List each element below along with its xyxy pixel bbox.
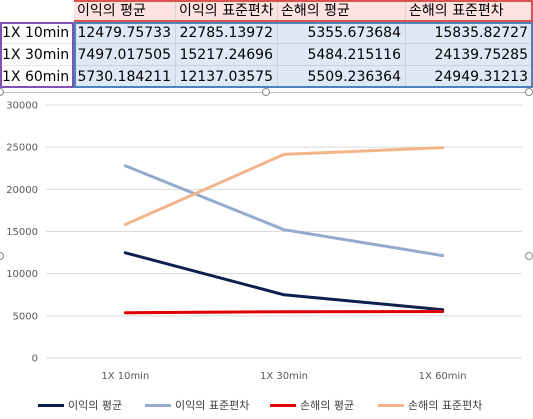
column-header-loss-mean[interactable]: 손해의 평균 bbox=[278, 0, 406, 22]
y-tick-label: 0 bbox=[32, 354, 38, 365]
plot-area: 30000 25000 20000 15000 10000 5000 0 1X 10min 1X… bbox=[6, 101, 522, 382]
x-tick-label: 1X 10min bbox=[101, 371, 149, 382]
row-label-10min[interactable]: 1X 10min bbox=[0, 22, 74, 44]
legend-item[interactable]: 손해의 표준편차 bbox=[378, 395, 482, 415]
legend-swatch bbox=[38, 403, 64, 407]
column-header-loss-stdev[interactable]: 손해의 표준편차 bbox=[406, 0, 533, 22]
series-line-2[interactable] bbox=[123, 310, 445, 315]
table-cell[interactable]: 15835.82727 bbox=[406, 22, 533, 44]
table-cell[interactable]: 12479.75733 bbox=[74, 22, 176, 44]
legend-item[interactable]: 이익의 표준편차 bbox=[145, 395, 249, 415]
table-cell[interactable]: 12137.03575 bbox=[176, 66, 278, 88]
y-tick-label: 5000 bbox=[13, 311, 38, 322]
y-tick-label: 25000 bbox=[6, 143, 38, 154]
table-cell[interactable]: 24139.75285 bbox=[406, 44, 533, 66]
x-tick-label: 1X 60min bbox=[419, 371, 467, 382]
legend-label: 손해의 표준편차 bbox=[408, 399, 483, 412]
table-cell[interactable]: 5355.673684 bbox=[278, 22, 406, 44]
legend-item[interactable]: 이익의 평균 bbox=[38, 395, 122, 415]
series-line-0[interactable] bbox=[123, 251, 445, 312]
legend-swatch bbox=[270, 403, 296, 407]
legend-label: 이익의 표준편차 bbox=[175, 399, 250, 412]
table-cell[interactable]: 5730.184211 bbox=[74, 66, 176, 88]
chart-legend[interactable]: 이익의 평균 이익의 표준편차 손해의 평균 손해의 표준편차 bbox=[0, 395, 533, 415]
legend-swatch bbox=[145, 403, 171, 407]
row-label-60min[interactable]: 1X 60min bbox=[0, 66, 74, 88]
column-header-profit-stdev[interactable]: 이익의 표준편차 bbox=[176, 0, 278, 22]
table-cell[interactable]: 22785.13972 bbox=[176, 22, 278, 44]
row-label-30min[interactable]: 1X 30min bbox=[0, 44, 74, 66]
column-header-profit-mean[interactable]: 이익의 평균 bbox=[74, 0, 176, 22]
legend-label: 손해의 평균 bbox=[300, 399, 355, 412]
legend-label: 이익의 평균 bbox=[68, 399, 123, 412]
table-cell[interactable]: 5509.236364 bbox=[278, 66, 406, 88]
table-cell[interactable]: 5484.215116 bbox=[278, 44, 406, 66]
table-cell[interactable]: 7497.017505 bbox=[74, 44, 176, 66]
table-cell[interactable]: 15217.24696 bbox=[176, 44, 278, 66]
series-line-3[interactable] bbox=[123, 146, 445, 226]
line-chart[interactable]: 30000 25000 20000 15000 10000 5000 0 1X 10min 1X… bbox=[0, 88, 533, 419]
legend-swatch bbox=[378, 403, 404, 407]
legend-item[interactable]: 손해의 평균 bbox=[270, 395, 354, 415]
table-cell[interactable]: 24949.31213 bbox=[406, 66, 533, 88]
y-tick-label: 20000 bbox=[6, 185, 38, 196]
spreadsheet-range: 이익의 평균 이익의 표준편차 손해의 평균 손해의 표준편차 1X 10min… bbox=[0, 0, 533, 92]
series-line-1[interactable] bbox=[123, 164, 445, 258]
y-tick-label: 15000 bbox=[6, 227, 38, 238]
x-tick-label: 1X 30min bbox=[260, 371, 308, 382]
resize-handle-top-center[interactable] bbox=[262, 88, 270, 96]
y-tick-label: 30000 bbox=[6, 101, 38, 112]
y-tick-label: 10000 bbox=[6, 269, 38, 280]
